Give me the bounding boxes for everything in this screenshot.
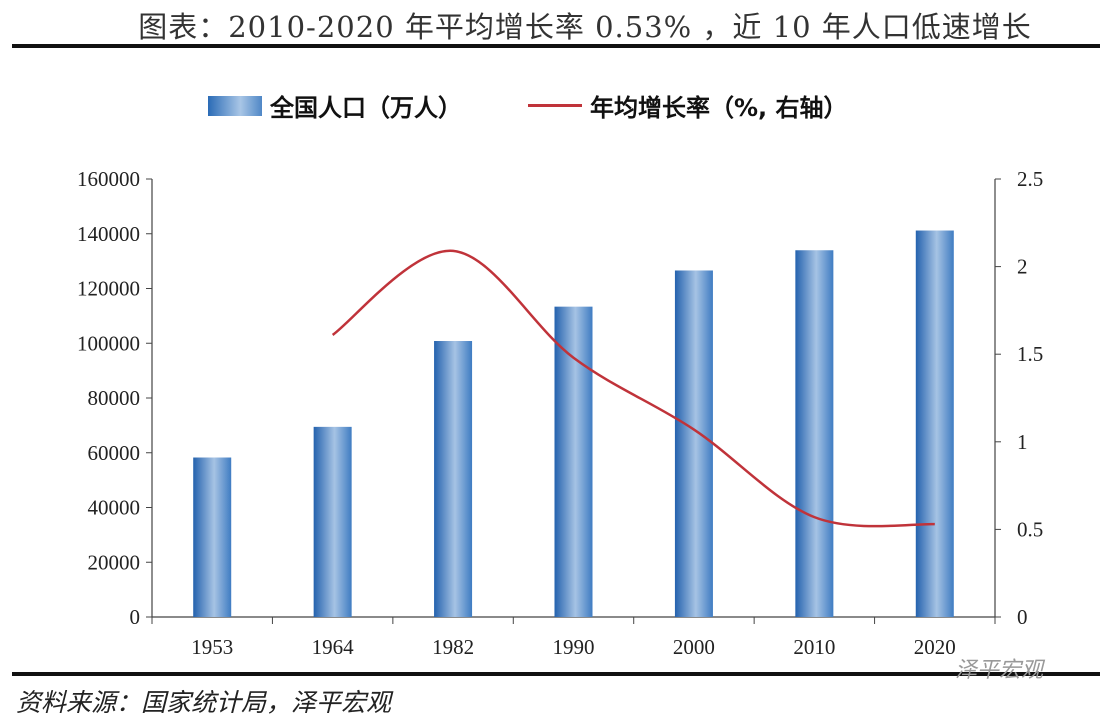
y-left-tick-label: 100000 — [77, 331, 140, 355]
bar-1953 — [193, 457, 232, 617]
y-left-tick-label: 140000 — [77, 222, 140, 246]
x-tick-label: 1982 — [432, 635, 474, 659]
bar-2000 — [674, 270, 713, 617]
footer-rule — [12, 672, 1100, 676]
bar-1990 — [554, 306, 593, 617]
y-left-tick-label: 80000 — [88, 386, 141, 410]
x-tick-label: 1964 — [312, 635, 355, 659]
legend-line-swatch — [528, 104, 582, 107]
y-left-tick-label: 20000 — [88, 550, 141, 574]
legend-label-growth: 年均增长率（%, 右轴） — [590, 94, 848, 122]
x-tick-label: 1953 — [191, 635, 233, 659]
x-tick-label: 1990 — [553, 635, 595, 659]
y-left-tick-label: 60000 — [88, 441, 141, 465]
y-right-tick-label: 1.5 — [1017, 342, 1043, 366]
bar-1982 — [434, 341, 473, 617]
bar-2020 — [915, 230, 954, 618]
legend-label-population: 全国人口（万人） — [270, 94, 462, 122]
y-right-tick-label: 2.5 — [1017, 167, 1043, 191]
chart-title: 图表：2010-2020 年平均增长率 0.53% ，近 10 年人口低速增长 — [138, 10, 1032, 44]
y-right-tick-label: 0.5 — [1017, 517, 1043, 541]
bar-2010 — [795, 250, 834, 617]
y-left-tick-label: 160000 — [77, 167, 140, 191]
y-right-tick-label: 0 — [1017, 605, 1028, 629]
legend: 全国人口（万人） 年均增长率（%, 右轴） — [208, 88, 848, 123]
y-left-tick-label: 120000 — [77, 277, 140, 301]
watermark: 泽平宏观 — [955, 658, 1044, 683]
y-left-tick-label: 40000 — [88, 496, 141, 520]
y-right-tick-label: 2 — [1017, 255, 1028, 279]
x-tick-label: 2020 — [914, 635, 956, 659]
source-note: 资料来源：国家统计局，泽平宏观 — [16, 688, 392, 717]
title-rule — [12, 44, 1100, 48]
x-tick-label: 2010 — [793, 635, 835, 659]
legend-bar-swatch — [208, 95, 262, 116]
growth-rate-line — [331, 249, 935, 528]
y-left-tick-label: 0 — [130, 605, 141, 629]
y-right-tick-label: 1 — [1017, 430, 1028, 454]
bar-1964 — [313, 426, 352, 617]
x-tick-label: 2000 — [673, 635, 715, 659]
